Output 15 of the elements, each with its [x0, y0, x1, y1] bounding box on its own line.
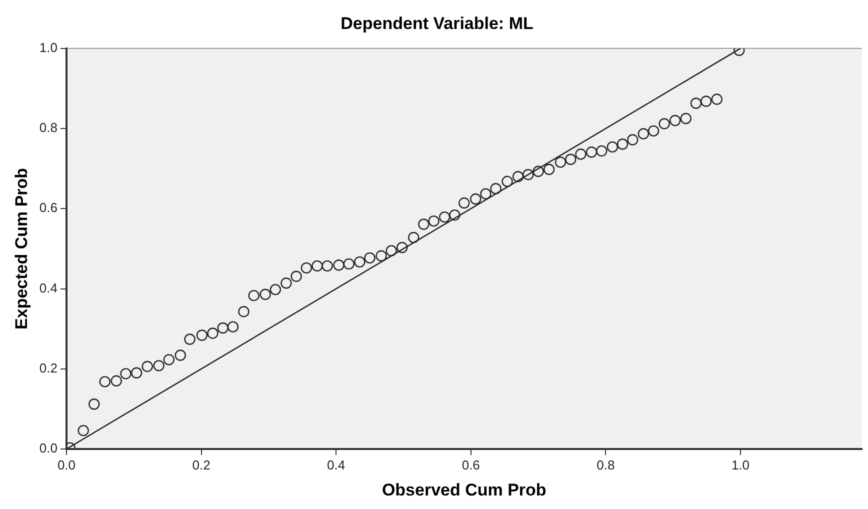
x-tick-label: 1.0 — [731, 457, 750, 472]
x-tick-label: 0.4 — [327, 457, 346, 472]
y-tick-label: 0.4 — [39, 280, 58, 296]
x-tick-label: 0.8 — [596, 457, 615, 472]
x-tick-label: 0.2 — [192, 457, 210, 472]
y-tick-label: 0.0 — [39, 440, 58, 456]
x-tick-label: 0.6 — [462, 457, 480, 472]
y-tick-label: 0.6 — [39, 200, 58, 216]
y-axis-title: Expected Cum Prob — [12, 168, 31, 330]
y-tick-label: 0.2 — [39, 360, 58, 376]
x-axis-title: Observed Cum Prob — [382, 480, 546, 500]
x-tick-label: 0.0 — [57, 457, 76, 472]
y-tick-label: 1.0 — [39, 40, 58, 55]
chart-title: Dependent Variable: ML — [340, 14, 534, 33]
y-tick-label: 0.8 — [39, 120, 58, 136]
